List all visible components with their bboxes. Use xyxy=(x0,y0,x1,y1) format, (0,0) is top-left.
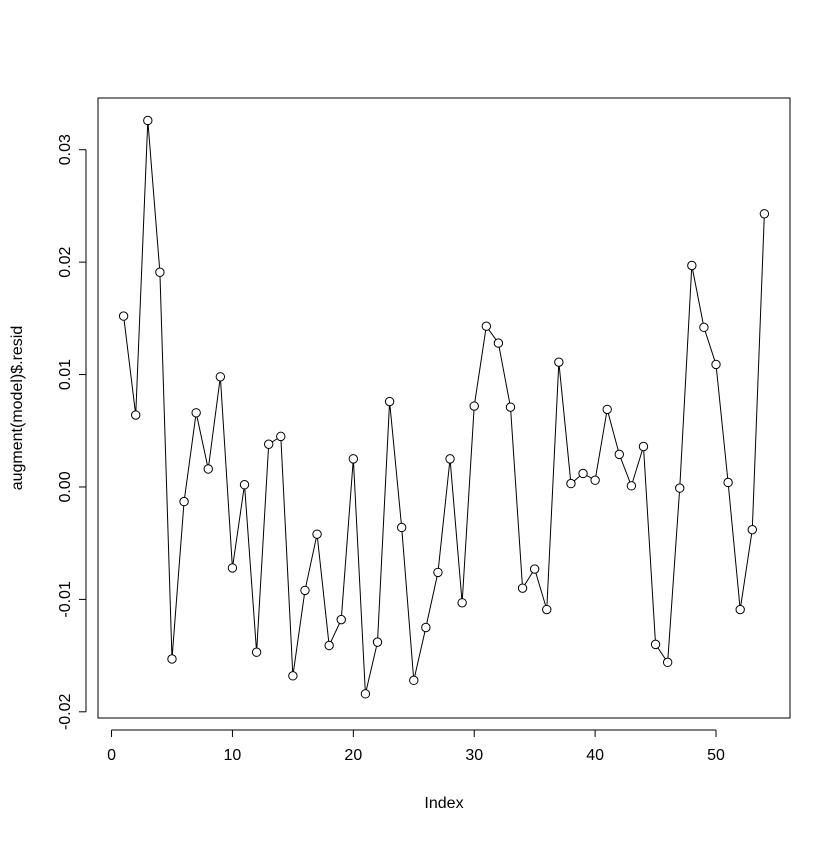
data-point xyxy=(614,449,624,460)
y-tick-label: 0.01 xyxy=(57,359,74,390)
y-tick-label: 0.03 xyxy=(57,134,74,165)
data-point xyxy=(602,404,612,415)
data-point xyxy=(203,464,213,474)
data-point xyxy=(433,567,443,578)
data-point xyxy=(735,604,745,615)
data-point xyxy=(578,468,588,479)
data-point xyxy=(131,410,141,420)
y-tick-label: 0.02 xyxy=(57,246,74,277)
data-point xyxy=(542,604,552,615)
data-point xyxy=(179,496,189,507)
data-point xyxy=(167,654,177,664)
y-axis-label: augment(model)$.resid xyxy=(9,326,26,491)
data-point xyxy=(348,454,359,464)
data-point xyxy=(650,639,661,650)
data-point xyxy=(227,563,238,573)
data-point xyxy=(421,622,431,633)
series-line xyxy=(123,120,765,694)
data-point xyxy=(276,431,286,442)
y-tick-label: 0.00 xyxy=(57,471,74,502)
data-point xyxy=(675,483,685,493)
data-point xyxy=(469,401,479,411)
x-tick-label: 10 xyxy=(224,747,242,764)
data-point xyxy=(191,408,201,418)
data-point xyxy=(493,338,504,348)
y-tick-label: -0.02 xyxy=(57,693,74,730)
data-point xyxy=(457,598,467,608)
data-point xyxy=(300,585,310,596)
data-point xyxy=(312,529,322,539)
data-point xyxy=(251,647,262,657)
x-tick-label: 0 xyxy=(107,747,116,764)
data-point xyxy=(336,614,346,625)
data-point xyxy=(324,640,334,651)
data-point xyxy=(288,671,298,681)
data-point xyxy=(155,267,165,277)
data-point xyxy=(626,481,637,491)
data-point xyxy=(372,637,383,647)
data-point xyxy=(699,322,709,333)
data-point xyxy=(759,209,770,219)
data-point xyxy=(384,396,395,407)
x-tick-label: 50 xyxy=(707,747,725,764)
data-point xyxy=(360,689,371,699)
data-point xyxy=(517,583,528,593)
data-point xyxy=(687,260,697,271)
data-point xyxy=(590,475,600,485)
x-axis-label: Index xyxy=(424,795,463,812)
data-point xyxy=(409,675,419,686)
y-tick-label: -0.01 xyxy=(57,581,74,618)
data-point xyxy=(396,522,407,533)
data-point xyxy=(566,478,576,489)
plot-frame xyxy=(97,97,791,719)
data-point xyxy=(505,402,516,412)
data-point xyxy=(445,454,455,464)
data-point xyxy=(264,439,274,449)
data-point xyxy=(554,357,564,367)
data-point xyxy=(481,321,492,331)
data-point xyxy=(723,477,733,488)
data-point xyxy=(747,524,757,535)
data-point xyxy=(143,115,153,126)
x-tick-label: 40 xyxy=(586,747,604,764)
data-point xyxy=(662,657,673,668)
data-point xyxy=(215,372,226,382)
data-point xyxy=(529,564,540,574)
data-point xyxy=(638,441,649,452)
data-point xyxy=(711,359,721,370)
data-point xyxy=(118,311,129,321)
x-tick-label: 20 xyxy=(344,747,362,764)
data-point xyxy=(239,480,250,490)
x-tick-label: 30 xyxy=(465,747,483,764)
